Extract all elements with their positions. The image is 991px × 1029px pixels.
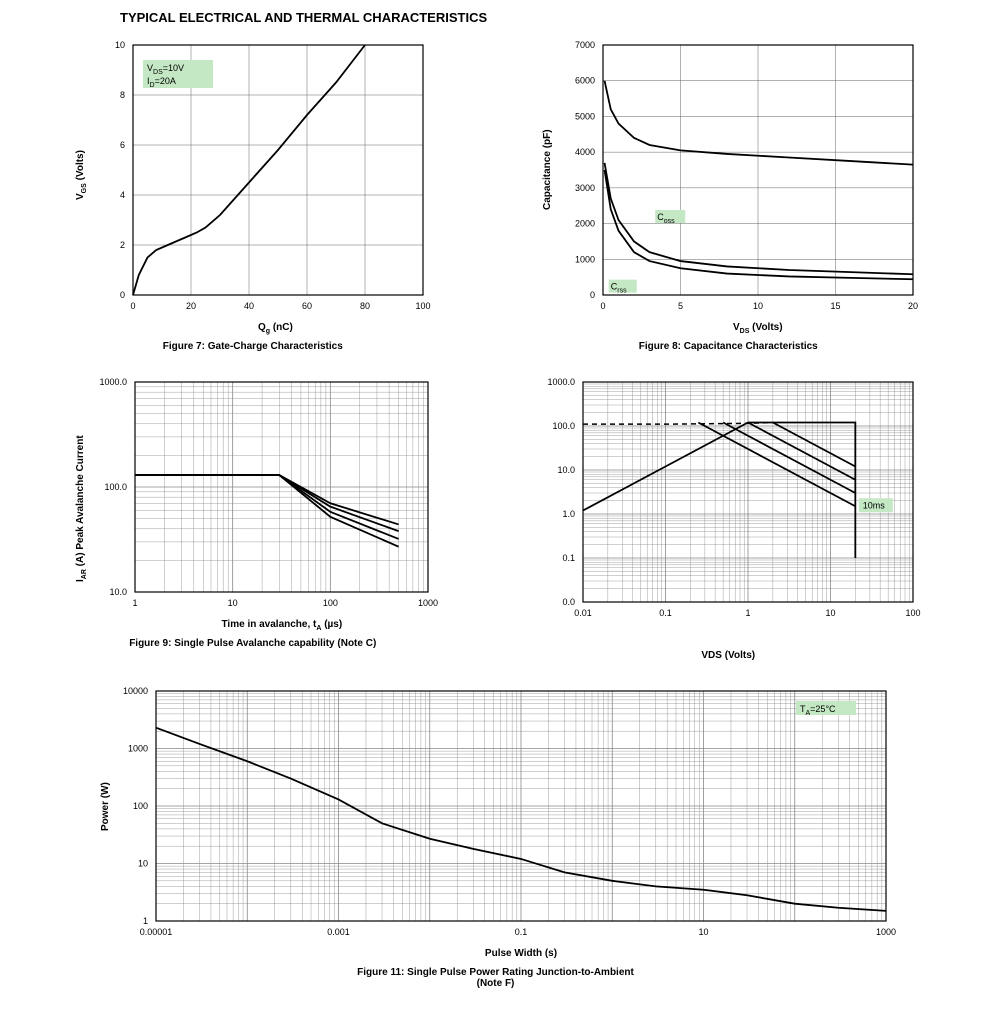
chart-row-3: 0.00001 0.001 0.1 10 1000 1 10 100 1000 10000 TA=2… bbox=[20, 681, 971, 989]
svg-text:100: 100 bbox=[323, 598, 338, 608]
fig10-svg: 0.010.11101000.00.11.010.0100.01000.010m… bbox=[528, 372, 928, 632]
fig7-svg: 0204060801000246810VDS=10VID=20AQg (nC)V… bbox=[63, 35, 443, 335]
svg-text:1000: 1000 bbox=[575, 254, 595, 264]
fig8-svg: 0510152001000200030004000500060007000Cos… bbox=[528, 35, 928, 335]
svg-text:100: 100 bbox=[132, 801, 147, 811]
svg-text:6: 6 bbox=[120, 140, 125, 150]
svg-text:10: 10 bbox=[137, 859, 147, 869]
chart-row-2: 110100100010.0100.01000.0Time in avalanc… bbox=[20, 372, 971, 661]
page-title: TYPICAL ELECTRICAL AND THERMAL CHARACTER… bbox=[120, 10, 971, 25]
svg-text:80: 80 bbox=[360, 301, 370, 311]
svg-text:10.0: 10.0 bbox=[558, 465, 576, 475]
svg-text:100: 100 bbox=[415, 301, 430, 311]
svg-text:10.0: 10.0 bbox=[109, 587, 127, 597]
svg-text:1: 1 bbox=[132, 598, 137, 608]
svg-text:0.01: 0.01 bbox=[574, 608, 592, 618]
fig9-svg: 1 10 100 1000 10.0 100.0 1000.0 Time in avalanc… bbox=[63, 372, 443, 632]
figure-9: 1 10 100 1000 10.0 100.0 1000.0 Time in avalanc… bbox=[63, 372, 443, 661]
svg-text:7000: 7000 bbox=[575, 40, 595, 50]
svg-text:60: 60 bbox=[302, 301, 312, 311]
svg-text:Power (W): Power (W) bbox=[100, 782, 111, 831]
svg-text:1.0: 1.0 bbox=[563, 509, 576, 519]
svg-text:0: 0 bbox=[130, 301, 135, 311]
svg-text:100: 100 bbox=[906, 608, 921, 618]
svg-text:0.1: 0.1 bbox=[659, 608, 672, 618]
svg-text:0: 0 bbox=[120, 290, 125, 300]
figure-11: 0.00001 0.001 0.1 10 1000 1 10 100 1000 10000 TA=2… bbox=[86, 681, 906, 989]
svg-text:5000: 5000 bbox=[575, 111, 595, 121]
figure-7: 0204060801000246810VDS=10VID=20AQg (nC)V… bbox=[63, 35, 443, 352]
figure-10: 0.010.11101000.00.11.010.0100.01000.010m… bbox=[528, 372, 928, 661]
svg-text:Pulse Width (s): Pulse Width (s) bbox=[484, 948, 556, 959]
svg-text:10: 10 bbox=[698, 927, 708, 937]
svg-text:1: 1 bbox=[142, 916, 147, 926]
svg-text:1000: 1000 bbox=[875, 927, 895, 937]
svg-text:0.00001: 0.00001 bbox=[139, 927, 172, 937]
svg-text:1: 1 bbox=[746, 608, 751, 618]
svg-text:0: 0 bbox=[601, 301, 606, 311]
svg-text:4: 4 bbox=[120, 190, 125, 200]
svg-text:Capacitance (pF): Capacitance (pF) bbox=[542, 129, 553, 210]
svg-text:0.1: 0.1 bbox=[563, 553, 576, 563]
fig9-caption: Figure 9: Single Pulse Avalanche capabil… bbox=[129, 638, 376, 649]
svg-text:10ms: 10ms bbox=[863, 500, 886, 510]
svg-text:VDS (Volts): VDS (Volts) bbox=[733, 322, 783, 335]
svg-text:10: 10 bbox=[227, 598, 237, 608]
svg-text:2000: 2000 bbox=[575, 219, 595, 229]
svg-text:100.0: 100.0 bbox=[104, 482, 127, 492]
svg-text:0: 0 bbox=[590, 290, 595, 300]
svg-text:0.001: 0.001 bbox=[327, 927, 350, 937]
svg-text:0.1: 0.1 bbox=[514, 927, 527, 937]
svg-text:20: 20 bbox=[186, 301, 196, 311]
svg-text:VGS (Volts): VGS (Volts) bbox=[75, 150, 88, 200]
fig10-xlabel: VDS (Volts) bbox=[701, 650, 755, 661]
svg-text:8: 8 bbox=[120, 90, 125, 100]
svg-text:40: 40 bbox=[244, 301, 254, 311]
fig11-svg: 0.00001 0.001 0.1 10 1000 1 10 100 1000 10000 TA=2… bbox=[86, 681, 906, 961]
chart-row-1: 0204060801000246810VDS=10VID=20AQg (nC)V… bbox=[20, 35, 971, 352]
svg-text:1000.0: 1000.0 bbox=[548, 377, 576, 387]
svg-text:Qg (nC): Qg (nC) bbox=[258, 322, 293, 335]
svg-text:6000: 6000 bbox=[575, 76, 595, 86]
fig8-caption: Figure 8: Capacitance Characteristics bbox=[639, 341, 818, 352]
svg-text:10000: 10000 bbox=[122, 686, 147, 696]
svg-text:0.0: 0.0 bbox=[563, 597, 576, 607]
svg-text:10: 10 bbox=[826, 608, 836, 618]
svg-text:5: 5 bbox=[678, 301, 683, 311]
svg-text:100.0: 100.0 bbox=[553, 421, 576, 431]
svg-text:2: 2 bbox=[120, 240, 125, 250]
svg-text:Time in avalanche, tA (µs): Time in avalanche, tA (µs) bbox=[221, 619, 342, 632]
fig7-caption: Figure 7: Gate-Charge Characteristics bbox=[163, 341, 343, 352]
fig11-caption: Figure 11: Single Pulse Power Rating Jun… bbox=[346, 967, 646, 989]
svg-text:4000: 4000 bbox=[575, 147, 595, 157]
svg-text:15: 15 bbox=[831, 301, 841, 311]
svg-text:1000: 1000 bbox=[418, 598, 438, 608]
svg-text:TA=25°C: TA=25°C bbox=[800, 704, 836, 717]
svg-text:10: 10 bbox=[115, 40, 125, 50]
svg-text:3000: 3000 bbox=[575, 183, 595, 193]
svg-text:20: 20 bbox=[908, 301, 918, 311]
svg-text:1000: 1000 bbox=[127, 744, 147, 754]
svg-text:IAR (A) Peak Avalanche Current: IAR (A) Peak Avalanche Current bbox=[75, 435, 88, 582]
svg-text:10: 10 bbox=[753, 301, 763, 311]
figure-8: 0510152001000200030004000500060007000Cos… bbox=[528, 35, 928, 352]
svg-text:1000.0: 1000.0 bbox=[99, 377, 127, 387]
